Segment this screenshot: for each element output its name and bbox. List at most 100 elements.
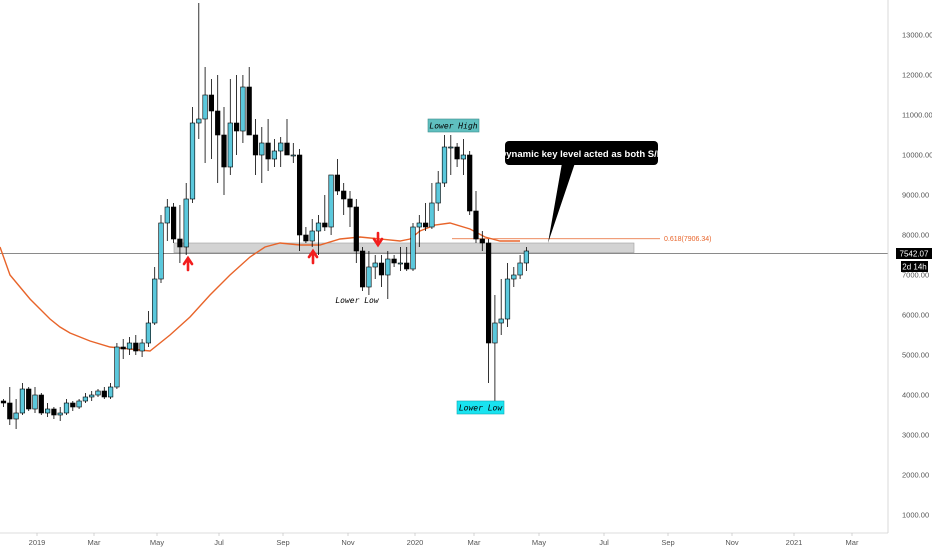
y-tick-label: 10000.00 bbox=[902, 151, 932, 160]
x-tick-label: Jul bbox=[214, 538, 224, 547]
bearish-candle bbox=[133, 335, 139, 355]
x-tick-label: Mar bbox=[88, 538, 101, 547]
x-tick-label: Sep bbox=[661, 538, 674, 547]
x-tick-label: 2019 bbox=[29, 538, 46, 547]
bearish-candle bbox=[353, 199, 359, 263]
y-tick-label: 3000.00 bbox=[902, 431, 929, 440]
bullish-candle bbox=[227, 79, 233, 175]
bullish-candle bbox=[416, 215, 422, 247]
bearish-candle bbox=[391, 255, 397, 267]
bullish-candle bbox=[145, 311, 152, 347]
bullish-candle bbox=[309, 219, 315, 247]
bullish-candle bbox=[448, 135, 454, 175]
bullish-candle bbox=[492, 295, 498, 401]
y-tick-label: 13000.00 bbox=[902, 31, 932, 40]
bullish-candle bbox=[259, 127, 265, 183]
candlesticks bbox=[0, 3, 529, 429]
bearish-candle bbox=[38, 393, 44, 415]
bullish-candle bbox=[511, 267, 517, 287]
bearish-candle bbox=[265, 119, 271, 171]
bullish-candle bbox=[278, 137, 284, 167]
bullish-candle bbox=[183, 183, 189, 255]
y-tick-label: 12000.00 bbox=[902, 71, 932, 80]
bearish-candle bbox=[215, 75, 221, 183]
bullish-candle bbox=[76, 399, 82, 409]
bearish-candle bbox=[51, 407, 57, 419]
bullish-candle bbox=[57, 407, 63, 421]
bullish-candle bbox=[240, 75, 246, 143]
bullish-candle bbox=[82, 393, 88, 403]
bearish-candle bbox=[322, 195, 328, 231]
bullish-candle bbox=[498, 279, 504, 335]
x-tick-label: Jul bbox=[599, 538, 609, 547]
bullish-candle bbox=[385, 251, 391, 299]
bearish-candle bbox=[479, 231, 485, 251]
svg-text:Lower Low: Lower Low bbox=[459, 404, 504, 413]
bullish-candle bbox=[315, 215, 322, 255]
countdown-badge bbox=[901, 261, 928, 272]
current-price-badge bbox=[896, 248, 932, 259]
x-tick-label: 2020 bbox=[407, 538, 424, 547]
lower-low-label: Lower Low bbox=[335, 296, 380, 305]
bullish-candle bbox=[328, 174, 334, 235]
bullish-candle bbox=[397, 247, 404, 271]
y-tick-label: 5000.00 bbox=[902, 351, 929, 360]
bearish-candle bbox=[221, 107, 227, 195]
bullish-candle bbox=[504, 263, 511, 327]
bearish-candle bbox=[422, 203, 429, 231]
bullish-candle bbox=[290, 143, 296, 163]
bearish-candle bbox=[284, 119, 290, 156]
bearish-candle bbox=[359, 247, 366, 291]
bullish-candle bbox=[196, 3, 202, 139]
bullish-candle bbox=[158, 215, 164, 283]
svg-text:Lower High: Lower High bbox=[429, 122, 477, 131]
x-tick-label: Mar bbox=[468, 538, 481, 547]
bullish-candle bbox=[429, 183, 435, 229]
bearish-candle bbox=[347, 191, 353, 227]
red-arrow-markers bbox=[182, 231, 384, 272]
y-tick-label: 2000.00 bbox=[902, 471, 929, 480]
y-tick-label: 11000.00 bbox=[902, 111, 932, 120]
bullish-candle bbox=[126, 337, 133, 355]
lower-low-badge: Lower Low bbox=[456, 400, 505, 415]
bearish-candle bbox=[467, 151, 473, 215]
y-tick-label: 1000.00 bbox=[902, 511, 929, 520]
bearish-candle bbox=[234, 75, 240, 155]
arrow-up-marker bbox=[182, 255, 194, 272]
bearish-candle bbox=[334, 159, 341, 195]
bearish-candle bbox=[341, 183, 347, 215]
bullish-candle bbox=[44, 403, 51, 417]
bearish-candle bbox=[7, 387, 13, 425]
y-tick-label: 9000.00 bbox=[902, 191, 929, 200]
x-axis[interactable]: 2019 Mar May Jul Sep Nov 2020 Mar May Jul Sep Nov 20… bbox=[0, 532, 888, 547]
bullish-candle bbox=[13, 399, 19, 429]
bullish-candle bbox=[95, 389, 101, 397]
arrow-down-marker bbox=[372, 231, 384, 248]
arrow-up-marker bbox=[307, 248, 319, 265]
bullish-candle bbox=[523, 247, 529, 271]
bearish-candle bbox=[485, 239, 492, 383]
bullish-candle bbox=[366, 251, 372, 295]
bullish-candle bbox=[202, 67, 208, 163]
lower-high-label: Lower High bbox=[427, 118, 480, 133]
bullish-candle bbox=[517, 255, 523, 279]
fib-level: 0.618(7906.34) bbox=[452, 236, 711, 243]
y-tick-label: 8000.00 bbox=[902, 231, 929, 240]
svg-text:Dynamic key level acted as bot: Dynamic key level acted as both S/R bbox=[499, 149, 663, 160]
bullish-candle bbox=[63, 399, 70, 415]
moving-average bbox=[0, 222, 520, 352]
bearish-candle bbox=[70, 401, 76, 411]
fib-level-label: 0.618(7906.34) bbox=[664, 236, 711, 243]
bearish-candle bbox=[303, 227, 309, 243]
x-tick-label: Nov bbox=[341, 538, 355, 547]
bullish-candle bbox=[271, 139, 278, 167]
bullish-candle bbox=[152, 267, 158, 325]
bullish-candle bbox=[19, 383, 26, 415]
current-price-value: 7542.07 bbox=[900, 250, 929, 259]
x-tick-label: Sep bbox=[276, 538, 289, 547]
y-tick-label: 4000.00 bbox=[902, 391, 929, 400]
bearish-candle bbox=[246, 67, 252, 136]
bullish-candle bbox=[435, 171, 441, 211]
y-axis[interactable]: 13000.00 12000.00 11000.00 10000.00 9000.00 8… bbox=[887, 0, 932, 533]
